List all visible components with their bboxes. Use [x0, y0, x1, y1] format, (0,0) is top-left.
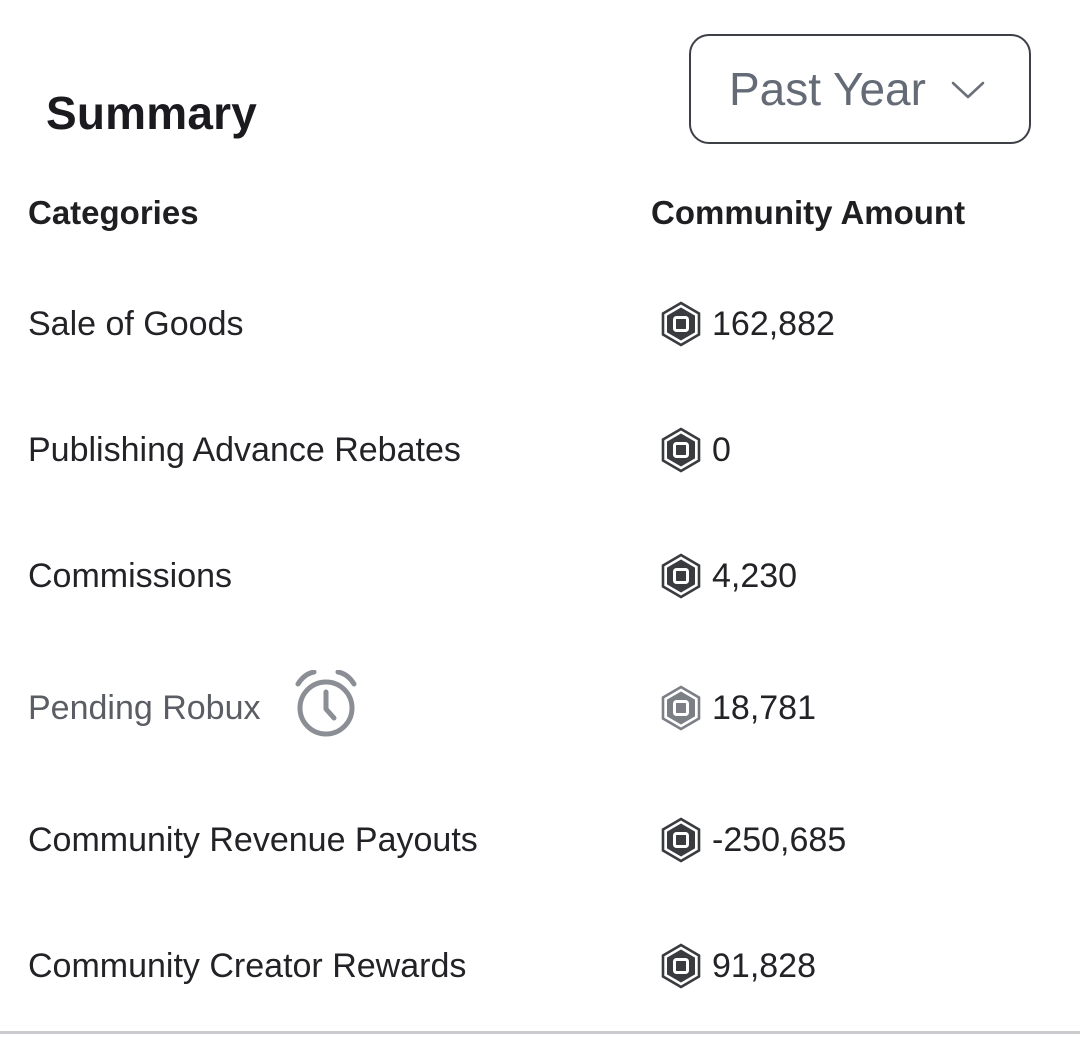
chevron-down-icon: [951, 81, 985, 99]
row-amount-value: 18,781: [712, 689, 816, 727]
column-header-community-amount: Community Amount: [651, 194, 966, 231]
robux-icon: [661, 817, 701, 863]
row-amount-value: -250,685: [712, 821, 847, 859]
row-amount: 162,882: [658, 294, 835, 354]
table-row: Publishing Advance Rebates 0: [0, 420, 1080, 480]
table-row: Sale of Goods 162,882: [0, 294, 1080, 354]
row-amount: 4,230: [658, 546, 797, 606]
row-amount-value: 0: [712, 431, 731, 469]
row-label: Community Creator Rewards: [28, 947, 467, 985]
row-amount: 18,781: [658, 678, 816, 738]
row-amount-value: 4,230: [712, 557, 798, 595]
table-row: Community Creator Rewards 91,828: [0, 936, 1080, 996]
period-dropdown-value: Past Year: [729, 63, 926, 115]
row-label: Sale of Goods: [28, 305, 244, 343]
robux-icon: [661, 427, 701, 473]
robux-icon: [661, 943, 701, 989]
robux-icon: [661, 553, 701, 599]
row-label: Community Revenue Payouts: [28, 821, 478, 859]
table-row: Commissions 4,230: [0, 546, 1080, 606]
column-header-categories: Categories: [28, 194, 199, 231]
table-bottom-divider: [0, 1031, 1080, 1034]
robux-icon: [661, 301, 701, 347]
row-amount-value: 91,828: [712, 947, 816, 985]
row-label: Commissions: [28, 557, 233, 595]
table-row: Community Revenue Payouts -250,685: [0, 810, 1080, 870]
row-amount: 91,828: [658, 936, 816, 996]
alarm-clock-icon[interactable]: [294, 670, 358, 738]
row-label: Pending Robux: [28, 689, 261, 727]
robux-icon: [661, 685, 701, 731]
row-amount: -250,685: [658, 810, 846, 870]
row-label: Publishing Advance Rebates: [28, 431, 461, 469]
table-row: Pending Robux 18,781: [0, 670, 1080, 738]
row-amount-value: 162,882: [712, 305, 835, 343]
period-dropdown[interactable]: Past Year: [689, 34, 1031, 144]
page-title: Summary: [46, 86, 258, 139]
row-amount: 0: [658, 420, 731, 480]
